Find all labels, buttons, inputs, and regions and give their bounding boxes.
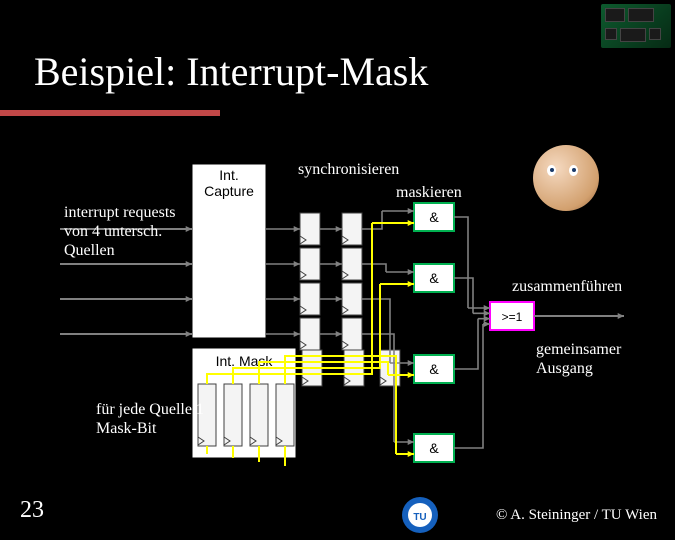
copyright: © A. Steininger / TU Wien xyxy=(496,507,657,524)
svg-text:&: & xyxy=(429,209,439,225)
svg-text:>=1: >=1 xyxy=(502,310,523,324)
label-irq: interrupt requests von 4 untersch. Quell… xyxy=(64,203,184,261)
page-number: 23 xyxy=(20,497,44,524)
label-perbit: für jede Quelle 1 Mask-Bit xyxy=(96,400,216,438)
diagram: Int.CaptureInt. Mask&&&&>=1 xyxy=(0,0,675,540)
svg-text:&: & xyxy=(429,440,439,456)
tu-wien-logo: TU xyxy=(401,496,439,534)
svg-text:&: & xyxy=(429,361,439,377)
label-synchronisieren: synchronisieren xyxy=(298,160,399,179)
svg-text:Int.: Int. xyxy=(219,167,238,183)
svg-text:Capture: Capture xyxy=(204,183,254,199)
label-maskieren: maskieren xyxy=(396,183,462,202)
label-output: gemeinsamer Ausgang xyxy=(536,340,666,378)
label-combine: zusammenführen xyxy=(512,277,622,296)
svg-text:TU: TU xyxy=(413,512,426,523)
svg-text:&: & xyxy=(429,270,439,286)
